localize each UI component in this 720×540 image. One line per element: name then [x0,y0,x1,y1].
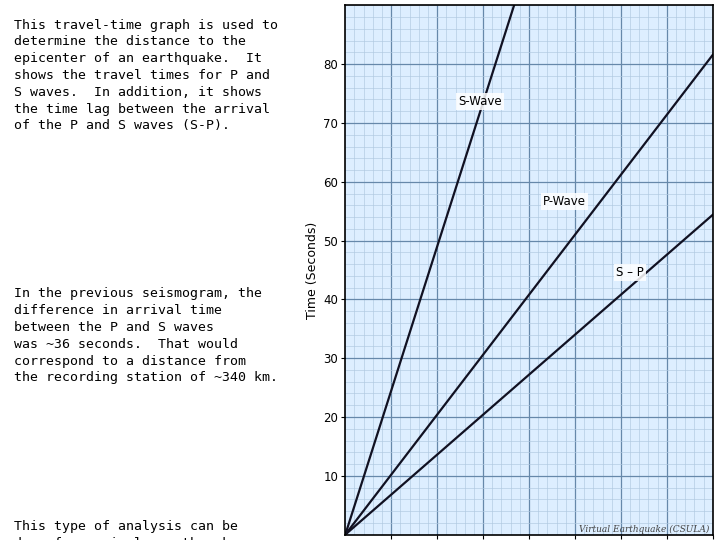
Y-axis label: Time (Seconds): Time (Seconds) [306,221,319,319]
Text: S – P: S – P [616,266,644,279]
Text: P-Wave: P-Wave [543,195,586,208]
Text: In the previous seismogram, the
difference in arrival time
between the P and S w: In the previous seismogram, the differen… [14,287,278,384]
Text: This type of analysis can be
done for a single earthquake
from a large number of: This type of analysis can be done for a … [14,521,254,540]
Text: This travel-time graph is used to
determine the distance to the
epicenter of an : This travel-time graph is used to determ… [14,18,278,132]
Text: S-Wave: S-Wave [458,96,501,109]
Text: Virtual Earthquake (CSULA): Virtual Earthquake (CSULA) [579,524,709,534]
